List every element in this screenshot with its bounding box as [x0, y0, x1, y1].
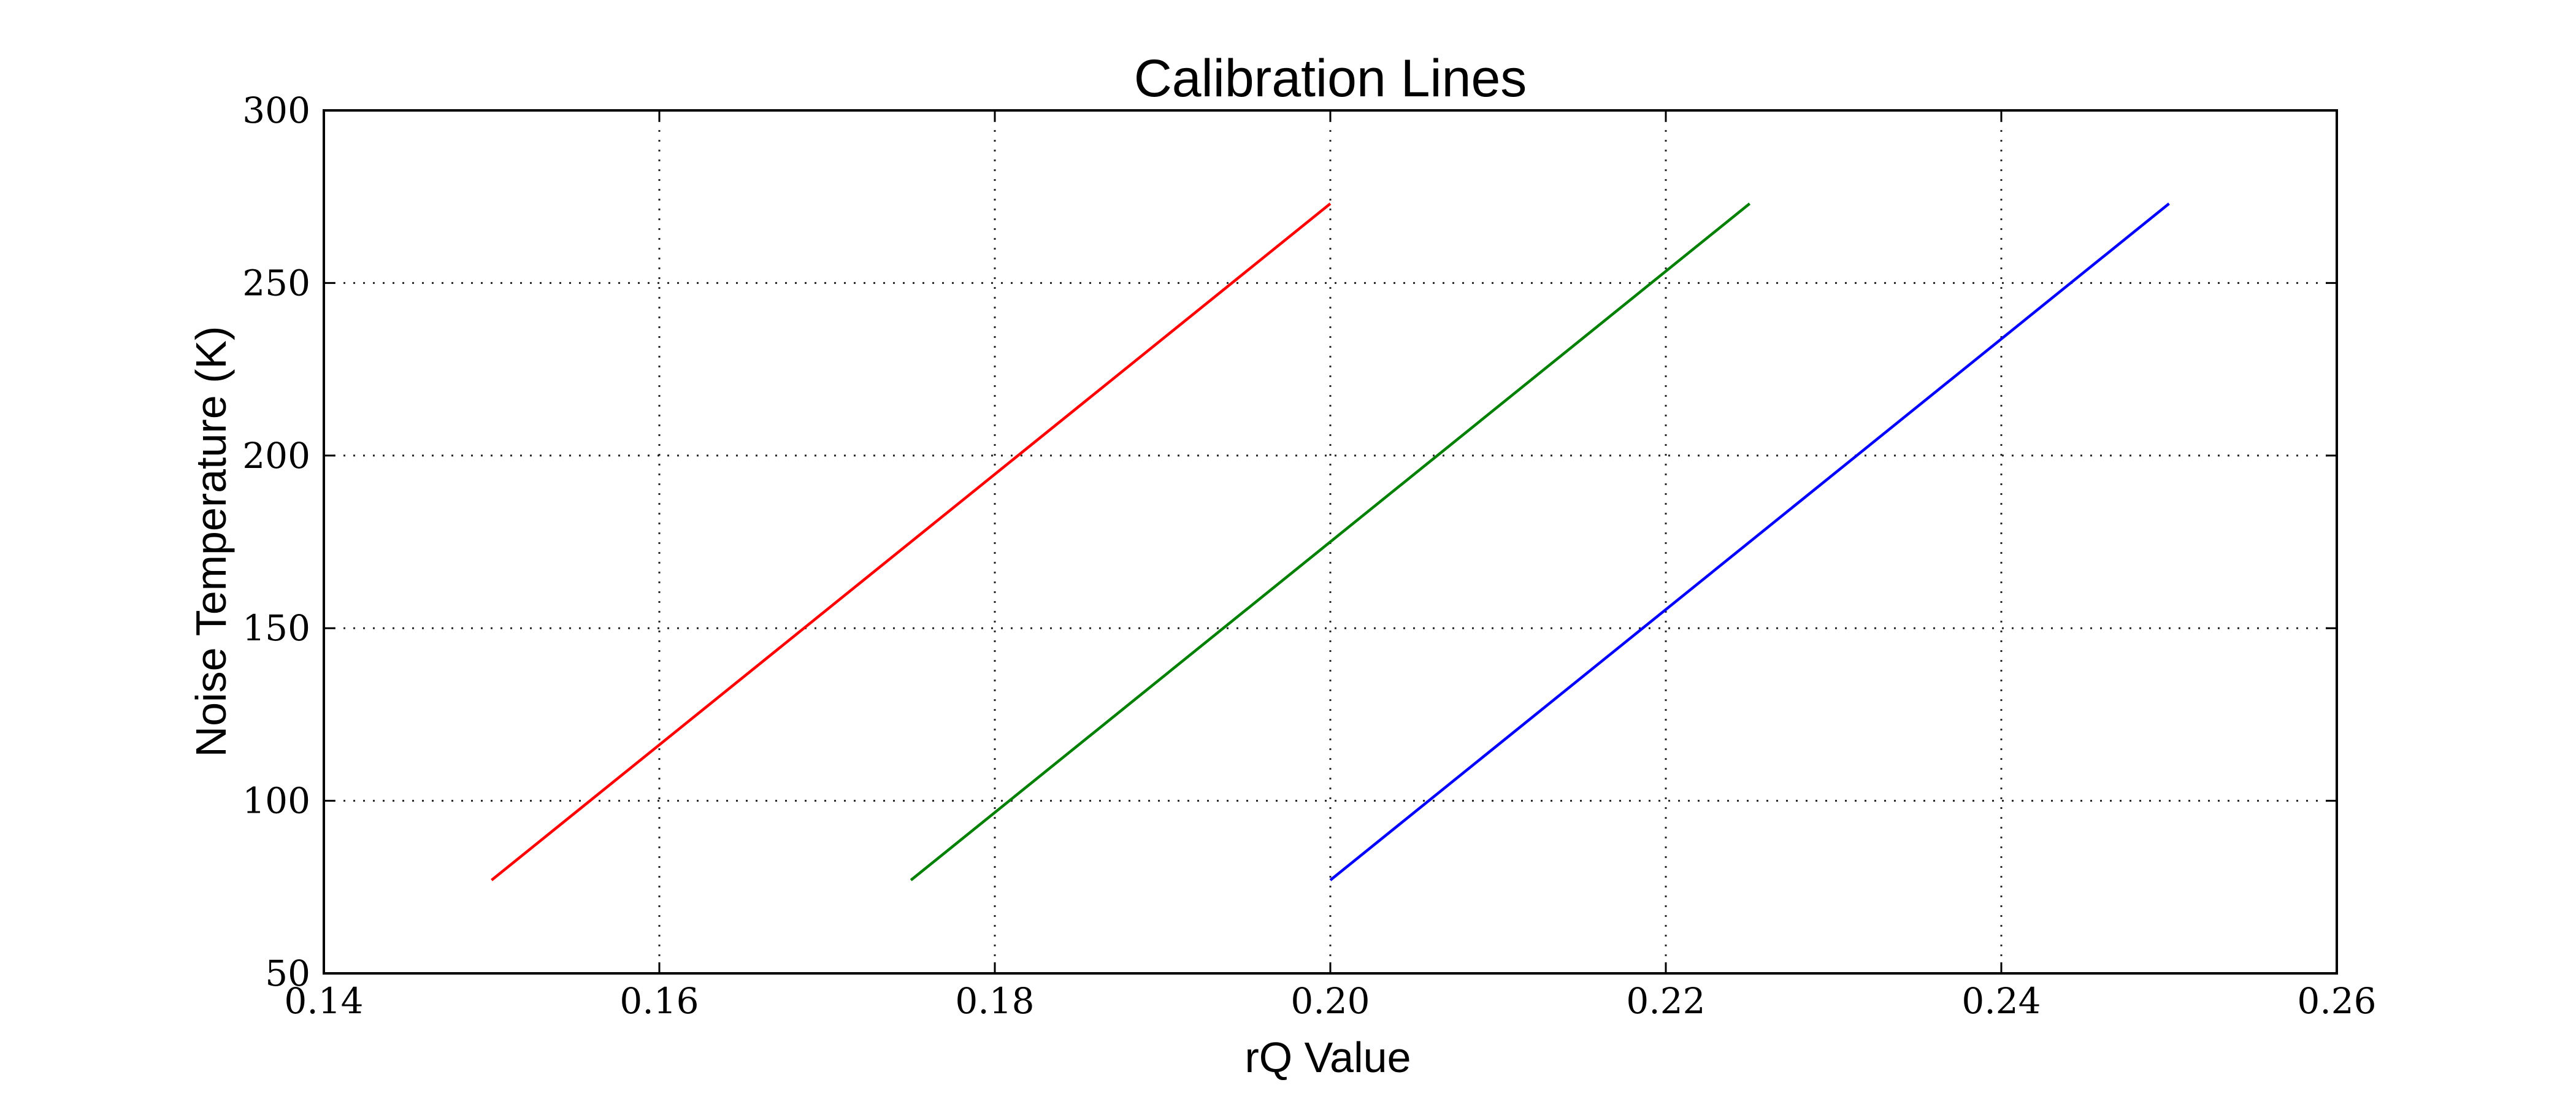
series-line-1: [491, 202, 1332, 881]
chart-title: Calibration Lines: [1134, 49, 1527, 108]
x-tick-label: 0.16: [619, 980, 699, 1022]
series-line-2: [910, 202, 1751, 881]
x-tick-label: 0.26: [2297, 980, 2376, 1022]
y-tick-label: 150: [242, 607, 310, 649]
grid: [324, 110, 2337, 973]
y-axis-label: Noise Temperature (K): [187, 326, 235, 757]
y-tick-label: 300: [242, 90, 310, 131]
ticks: 0.14 0.16 0.18 0.20 0.22 0.24 0.26 50 100 150 200 2…: [242, 90, 2376, 1022]
x-tick-label: 0.18: [955, 980, 1034, 1022]
x-tick-label: 0.22: [1626, 980, 1705, 1022]
y-tick-label: 50: [265, 953, 310, 994]
x-tick-label: 0.20: [1290, 980, 1370, 1022]
x-axis-label: rQ Value: [1244, 1033, 1411, 1081]
series-group: [491, 202, 2170, 881]
y-tick-label: 250: [242, 262, 310, 304]
y-tick-label: 100: [242, 780, 310, 822]
y-tick-label: 200: [242, 435, 310, 477]
x-tick-label: 0.14: [284, 980, 363, 1022]
series-line-3: [1329, 202, 2170, 881]
x-tick-label: 0.24: [1961, 980, 2041, 1022]
